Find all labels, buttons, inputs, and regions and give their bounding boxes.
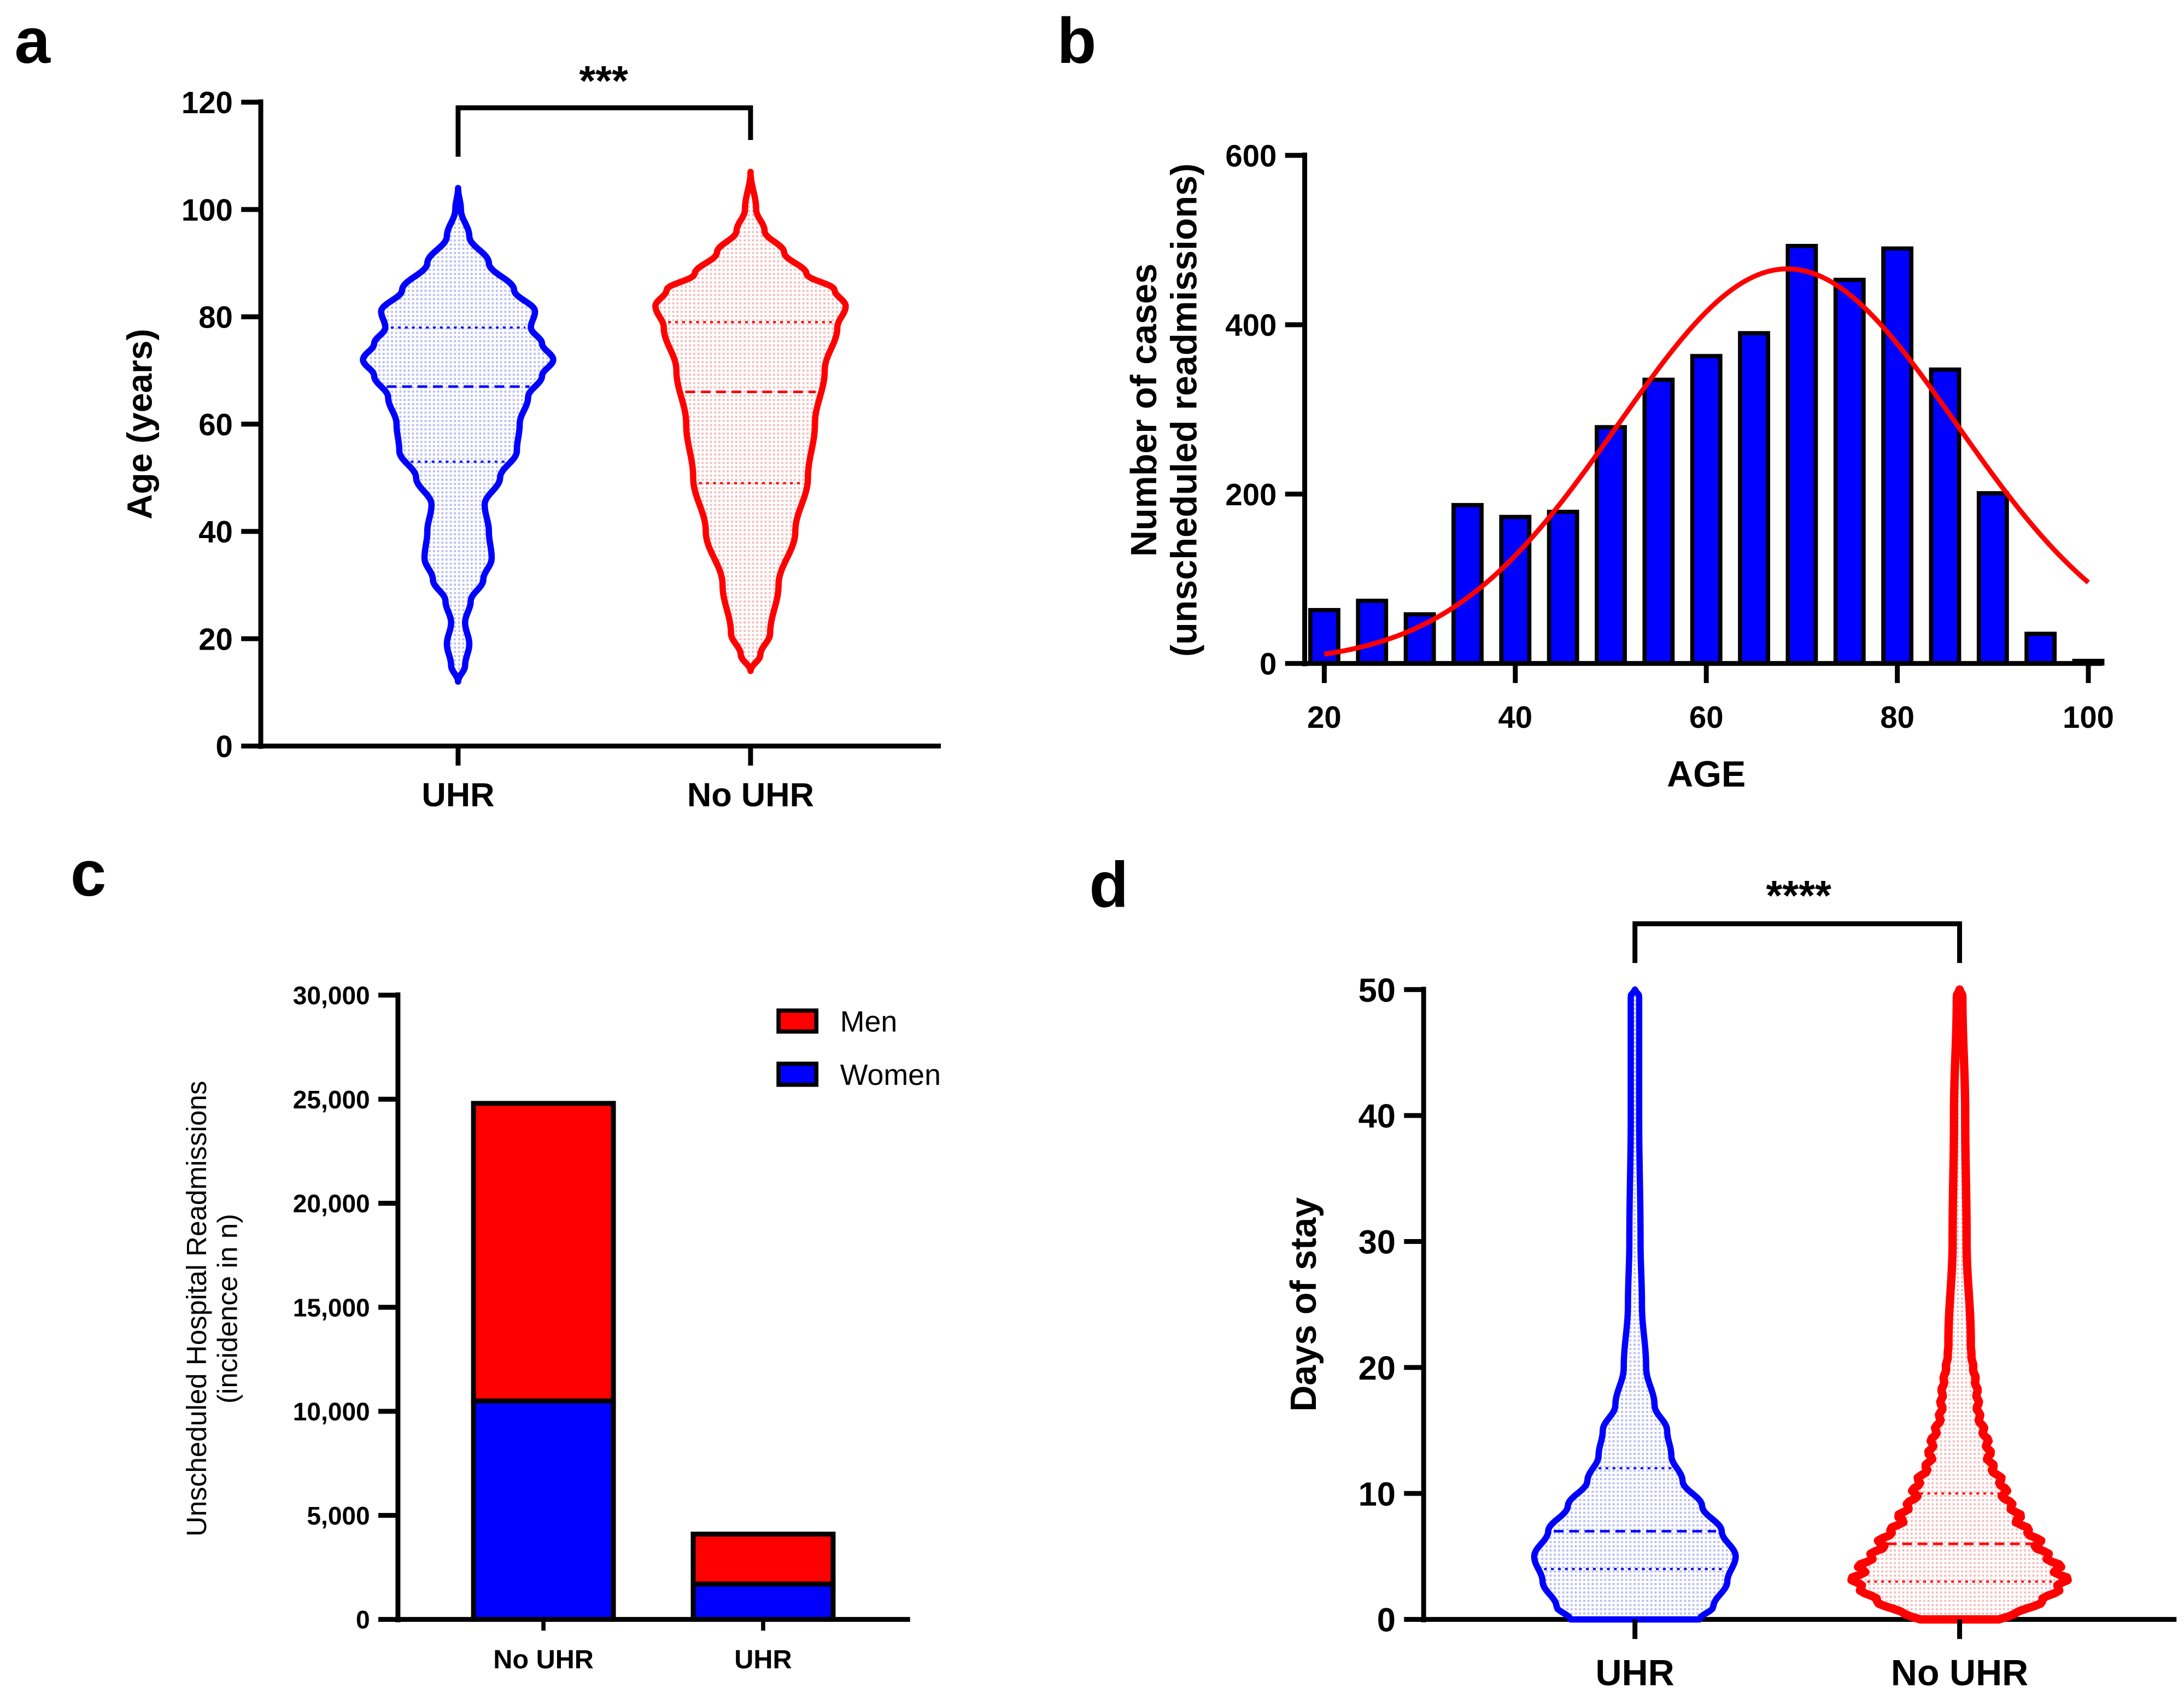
panel-label-c: c xyxy=(71,837,106,909)
y-axis-title: Number of cases xyxy=(1124,264,1164,557)
significance-stars: *** xyxy=(579,57,628,104)
bar-segment-women xyxy=(690,1581,836,1622)
y-tick-label: 10 xyxy=(1359,1475,1396,1513)
y-tick-label: 10,000 xyxy=(293,1398,370,1426)
x-tick-label: No UHR xyxy=(687,776,814,814)
panel-a-violin-age: 0 20 40 60 80 100 120 UHR No UHR Age (years) *** xyxy=(120,57,941,814)
y-tick-label: 120 xyxy=(181,85,233,120)
histogram-bar xyxy=(2024,632,2057,666)
histogram-bar xyxy=(1738,331,1770,666)
legend-label: Men xyxy=(840,1006,898,1038)
x-tick-label: 80 xyxy=(1880,700,1914,734)
y-tick-label: 25,000 xyxy=(293,1085,370,1114)
x-tick-label: 100 xyxy=(2063,700,2114,734)
panel-c-stacked-bar: No UHR UHR 0 5,000 10,000 15,000 20,000 25,000 3… xyxy=(181,982,941,1675)
y-tick-label: 15,000 xyxy=(293,1293,370,1322)
y-tick-label: 60 xyxy=(198,407,233,442)
y-axis-title: Days of stay xyxy=(1284,1198,1324,1412)
y-tick-label: 200 xyxy=(1225,477,1277,512)
panel-label-d: d xyxy=(1089,849,1128,921)
y-tick-label: 20,000 xyxy=(293,1189,370,1218)
bar-segment-women xyxy=(471,1398,616,1622)
x-tick-label: No UHR xyxy=(493,1645,594,1674)
x-tick-label: 40 xyxy=(1498,700,1532,734)
y-tick-label: 40 xyxy=(1359,1097,1396,1135)
legend-swatch-women xyxy=(776,1061,819,1087)
histogram-bar xyxy=(1833,277,1866,666)
bar-segment-men xyxy=(471,1101,616,1404)
histogram-bar xyxy=(1642,377,1675,666)
y-tick-label: 400 xyxy=(1225,308,1277,342)
gaussian-fit-curve xyxy=(1324,266,2090,657)
violin-no-uhr xyxy=(1847,985,2072,1624)
histogram-bar xyxy=(1356,598,1389,666)
y-tick-label: 80 xyxy=(198,300,233,335)
violin-uhr xyxy=(360,185,557,685)
y-tick-label: 600 xyxy=(1225,138,1277,173)
y-tick-label: 0 xyxy=(356,1605,370,1634)
violin-uhr xyxy=(1531,986,1739,1623)
significance-bracket xyxy=(1632,921,1962,963)
histogram-bar xyxy=(1451,503,1484,666)
y-tick-label: 40 xyxy=(198,515,233,549)
histogram-bar xyxy=(1595,425,1627,666)
significance-bracket xyxy=(455,105,753,157)
y-axis-title: Unscheduled Hospital Readmissions xyxy=(181,1080,212,1537)
y-tick-label: 20 xyxy=(198,622,233,656)
panel-d-violin-stay: 0 10 20 30 40 50 Days of stay **** UHR No UHR xyxy=(1284,872,2177,1688)
x-axis-title: AGE xyxy=(1667,755,1746,795)
panel-label-b: b xyxy=(1057,4,1097,77)
violin-no-uhr xyxy=(652,168,849,674)
y-tick-label: 30 xyxy=(1359,1224,1396,1261)
legend-label: Women xyxy=(840,1059,941,1091)
y-tick-label: 0 xyxy=(1377,1602,1396,1639)
histogram-bar xyxy=(1499,515,1532,666)
x-tick-label: 20 xyxy=(1307,700,1342,734)
x-tick-label: UHR xyxy=(1596,1653,1674,1688)
y-tick-label: 5,000 xyxy=(307,1502,370,1530)
histogram-bar xyxy=(1881,246,1914,666)
histogram-bar xyxy=(1547,510,1579,666)
y-axis-title: (incidence in n) xyxy=(212,1214,243,1404)
histogram-bar xyxy=(1690,354,1723,666)
x-tick-label: 60 xyxy=(1689,700,1724,734)
x-tick-label: No UHR xyxy=(1891,1653,2028,1688)
y-axis-title: Age (years) xyxy=(120,329,159,519)
histogram-bar xyxy=(1976,491,2009,666)
bar-segment-men xyxy=(690,1532,836,1587)
y-axis-title: (unscheduled readmissions) xyxy=(1164,163,1204,657)
y-tick-label: 0 xyxy=(216,729,233,764)
panel-label-a: a xyxy=(15,4,51,77)
y-tick-label: 50 xyxy=(1359,972,1396,1009)
y-tick-label: 0 xyxy=(1260,647,1277,681)
y-tick-label: 100 xyxy=(181,192,233,227)
panel-b-age-histogram: 0 200 400 600 20 40 60 80 100 AGE Number of cases(… xyxy=(1124,138,2114,795)
x-tick-label: UHR xyxy=(421,776,494,814)
histogram-bar xyxy=(1785,243,1818,666)
y-tick-label: 30,000 xyxy=(293,982,370,1010)
x-tick-label: UHR xyxy=(734,1645,792,1674)
histogram-bar xyxy=(1308,608,1340,666)
histogram-bar xyxy=(1929,367,1961,666)
significance-stars: **** xyxy=(1766,872,1831,919)
legend-swatch-men xyxy=(776,1008,819,1034)
y-tick-label: 20 xyxy=(1359,1350,1396,1387)
